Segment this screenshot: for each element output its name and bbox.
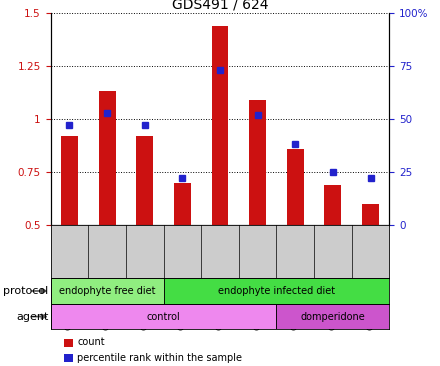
Text: agent: agent [16, 311, 48, 322]
Bar [51, 278, 164, 304]
Bar [324, 185, 341, 225]
Text: endophyte infected diet: endophyte infected diet [218, 286, 335, 296]
Text: protocol: protocol [3, 286, 48, 296]
Text: percentile rank within the sample: percentile rank within the sample [77, 353, 242, 363]
Bar [99, 92, 116, 225]
Bar [212, 26, 228, 225]
Bar [174, 183, 191, 225]
Bar [51, 304, 276, 329]
Text: endophyte free diet: endophyte free diet [59, 286, 155, 296]
Bar [61, 136, 78, 225]
Bar [287, 149, 304, 225]
Bar [362, 204, 379, 225]
Text: domperidone: domperidone [301, 311, 365, 322]
Bar [164, 278, 389, 304]
Text: control: control [147, 311, 180, 322]
Bar [136, 136, 153, 225]
Text: count: count [77, 337, 105, 347]
Bar [249, 100, 266, 225]
Title: GDS491 / 624: GDS491 / 624 [172, 0, 268, 12]
Bar [276, 304, 389, 329]
